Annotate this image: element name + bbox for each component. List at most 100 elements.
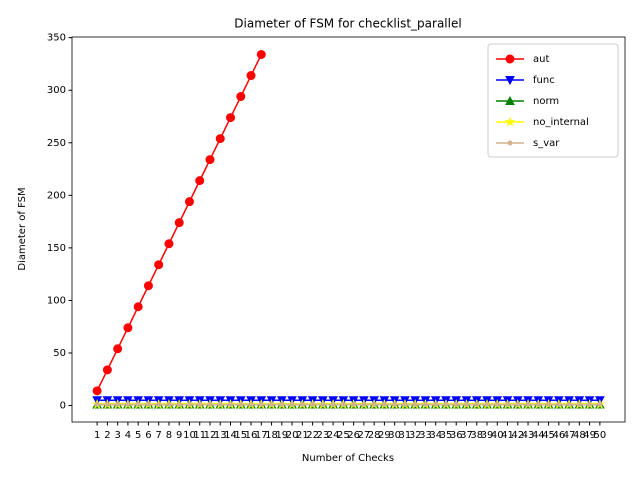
- data-point: [174, 218, 184, 228]
- x-tick-label: 27: [358, 430, 371, 441]
- data-point: [494, 402, 500, 407]
- x-tick-label: 24: [327, 430, 340, 441]
- x-tick-label: 20: [286, 430, 299, 441]
- y-tick-label: 150: [47, 243, 66, 254]
- data-point: [515, 402, 521, 407]
- data-point: [546, 402, 552, 407]
- x-tick-label: 49: [583, 430, 596, 441]
- x-tick-label: 21: [296, 430, 309, 441]
- x-tick-label: 26: [347, 430, 360, 441]
- x-tick-label: 6: [145, 430, 151, 441]
- data-point: [433, 402, 439, 407]
- data-point: [102, 365, 112, 375]
- data-point: [256, 50, 266, 59]
- data-point: [279, 402, 285, 407]
- x-tick-label: 47: [563, 430, 576, 441]
- x-axis-label: Number of Checks: [302, 453, 394, 464]
- x-tick-label: 2: [104, 430, 110, 441]
- x-tick-label: 12: [204, 430, 217, 441]
- x-tick-label: 5: [135, 430, 141, 441]
- legend-marker: [505, 54, 515, 64]
- data-point: [92, 386, 102, 396]
- data-point: [269, 402, 275, 407]
- data-point: [184, 197, 194, 207]
- data-point: [381, 402, 387, 407]
- x-tick-label: 28: [368, 430, 381, 441]
- data-point: [164, 239, 174, 249]
- x-tick-label: 39: [481, 430, 494, 441]
- data-point: [143, 281, 153, 291]
- data-point: [238, 402, 244, 407]
- data-point: [133, 302, 143, 312]
- legend-label: no_internal: [533, 117, 589, 128]
- plot-frame: [71, 36, 626, 423]
- data-point: [197, 402, 203, 407]
- y-tick-label: 50: [53, 348, 66, 359]
- x-tick-label: 1: [94, 430, 100, 441]
- y-axis-label: Diameter of FSM: [17, 187, 28, 270]
- data-point: [195, 176, 205, 186]
- x-tick-label: 34: [429, 430, 442, 441]
- x-tick-label: 31: [399, 430, 412, 441]
- x-tick-label: 45: [542, 430, 555, 441]
- data-point: [156, 402, 162, 407]
- data-point: [215, 134, 225, 144]
- data-point: [330, 402, 336, 407]
- data-point: [402, 402, 408, 407]
- data-point: [361, 402, 367, 407]
- data-point: [113, 344, 123, 354]
- y-tick-label: 350: [47, 33, 66, 44]
- x-tick-label: 3: [114, 430, 120, 441]
- data-point: [320, 402, 326, 407]
- data-point: [205, 155, 215, 165]
- data-point: [474, 402, 480, 407]
- x-tick-label: 17: [255, 430, 268, 441]
- data-point: [505, 402, 511, 407]
- x-tick-label: 30: [388, 430, 401, 441]
- data-point: [246, 71, 256, 81]
- data-point: [123, 323, 133, 333]
- data-point: [525, 402, 531, 407]
- x-tick-label: 29: [378, 430, 391, 441]
- x-tick-label: 43: [522, 430, 535, 441]
- data-point: [310, 402, 316, 407]
- data-point: [176, 402, 182, 407]
- data-point: [226, 113, 236, 123]
- x-tick-label: 25: [337, 430, 350, 441]
- data-point: [299, 402, 305, 407]
- data-point: [392, 402, 398, 407]
- data-point: [443, 402, 449, 407]
- x-tick-label: 48: [573, 430, 586, 441]
- data-point: [422, 402, 428, 407]
- x-tick-label: 16: [245, 430, 258, 441]
- data-point: [258, 402, 264, 407]
- data-point: [453, 402, 459, 407]
- data-point: [340, 402, 346, 407]
- x-tick-label: 11: [193, 430, 206, 441]
- x-tick-label: 38: [470, 430, 483, 441]
- x-tick-label: 32: [409, 430, 422, 441]
- data-point: [248, 402, 254, 407]
- x-tick-label: 36: [450, 430, 463, 441]
- x-tick-label: 14: [224, 430, 237, 441]
- data-point: [587, 402, 593, 407]
- data-point: [566, 402, 572, 407]
- x-tick-label: 18: [265, 430, 278, 441]
- data-point: [236, 92, 246, 102]
- y-tick-label: 250: [47, 138, 66, 149]
- data-point: [207, 402, 213, 407]
- data-point: [94, 402, 100, 407]
- data-point: [228, 402, 234, 407]
- data-point: [289, 402, 295, 407]
- x-tick-label: 8: [166, 430, 172, 441]
- x-tick-label: 33: [419, 430, 432, 441]
- data-point: [104, 402, 110, 407]
- x-tick-label: 13: [214, 430, 227, 441]
- legend-marker: [505, 95, 515, 105]
- data-point: [217, 402, 223, 407]
- data-point: [145, 402, 151, 407]
- x-tick-label: 4: [125, 430, 131, 441]
- x-tick-label: 50: [593, 430, 606, 441]
- legend-label: aut: [533, 54, 549, 65]
